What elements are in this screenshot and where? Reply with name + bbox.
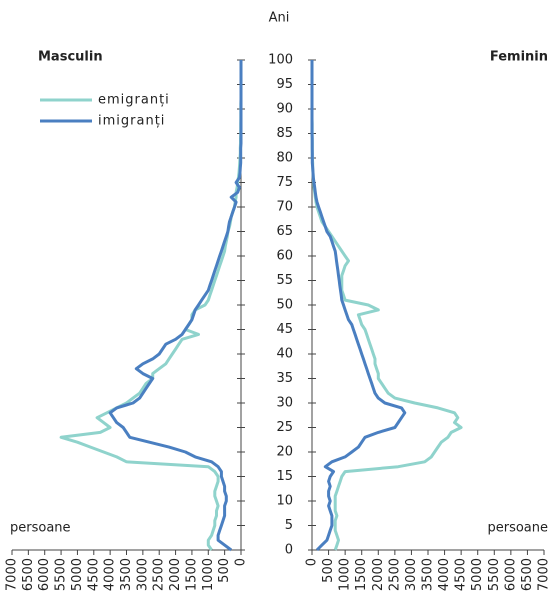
y-tick-label: 95 — [276, 77, 293, 92]
x-tick-label: 500 — [217, 558, 232, 583]
panel-title: Feminin — [490, 50, 548, 65]
y-tick-label: 60 — [276, 249, 293, 264]
x-tick-label: 1500 — [354, 558, 369, 591]
y-tick-label: 0 — [285, 543, 293, 558]
x-tick-label: 2000 — [371, 558, 386, 591]
y-tick-label: 10 — [276, 494, 293, 509]
x-tick-label: 3500 — [421, 558, 436, 591]
series-line — [59, 60, 243, 551]
x-tick-label: 3000 — [404, 558, 419, 591]
series-line — [310, 60, 407, 552]
y-tick-label: 15 — [276, 469, 293, 484]
x-tick-label: 2000 — [168, 558, 183, 591]
y-tick-label: 25 — [276, 420, 293, 435]
x-tick-label: 6000 — [37, 558, 52, 591]
x-axis-label: persoane — [10, 521, 71, 536]
x-tick-label: 1500 — [184, 558, 199, 591]
x-tick-label: 4500 — [454, 558, 469, 591]
x-tick-label: 2500 — [152, 558, 167, 591]
x-tick-label: 4000 — [103, 558, 118, 591]
y-tick-label: 55 — [276, 273, 293, 288]
x-tick-label: 7000 — [537, 558, 552, 591]
x-tick-label: 7000 — [5, 558, 20, 591]
x-tick-label: 2500 — [387, 558, 402, 591]
series-line — [310, 60, 463, 551]
x-tick-label: 5500 — [487, 558, 502, 591]
x-tick-label: 0 — [305, 558, 320, 566]
y-tick-label: 65 — [276, 224, 293, 239]
x-tick-label: 3000 — [135, 558, 150, 591]
series-line — [108, 60, 243, 552]
x-tick-label: 1000 — [201, 558, 216, 591]
x-tick-label: 3500 — [119, 558, 134, 591]
y-tick-label: 80 — [276, 151, 293, 166]
x-tick-label: 4500 — [86, 558, 101, 591]
legend-label: imigranți — [98, 114, 165, 129]
y-tick-label: 85 — [276, 126, 293, 141]
y-axis-label: Ani — [269, 11, 290, 26]
y-tick-label: 90 — [276, 102, 293, 117]
x-tick-label: 6500 — [520, 558, 535, 591]
x-tick-label: 1000 — [338, 558, 353, 591]
y-tick-label: 40 — [276, 347, 293, 362]
y-tick-label: 50 — [276, 298, 293, 313]
x-tick-label: 500 — [321, 558, 336, 583]
x-tick-label: 0 — [234, 558, 249, 566]
y-tick-label: 35 — [276, 371, 293, 386]
legend-label: emigranți — [98, 93, 170, 108]
y-tick-label: 100 — [268, 53, 293, 68]
x-tick-label: 5000 — [470, 558, 485, 591]
x-tick-label: 4000 — [437, 558, 452, 591]
y-tick-label: 45 — [276, 322, 293, 337]
x-axis-label: persoane — [487, 521, 548, 536]
x-tick-label: 5000 — [70, 558, 85, 591]
y-tick-label: 75 — [276, 175, 293, 190]
x-tick-label: 5500 — [54, 558, 69, 591]
y-tick-label: 20 — [276, 445, 293, 460]
y-tick-label: 70 — [276, 200, 293, 215]
panel-title: Masculin — [38, 50, 103, 65]
y-tick-label: 5 — [285, 518, 293, 533]
y-tick-label: 30 — [276, 396, 293, 411]
x-tick-label: 6500 — [21, 558, 36, 591]
x-tick-label: 6000 — [503, 558, 518, 591]
